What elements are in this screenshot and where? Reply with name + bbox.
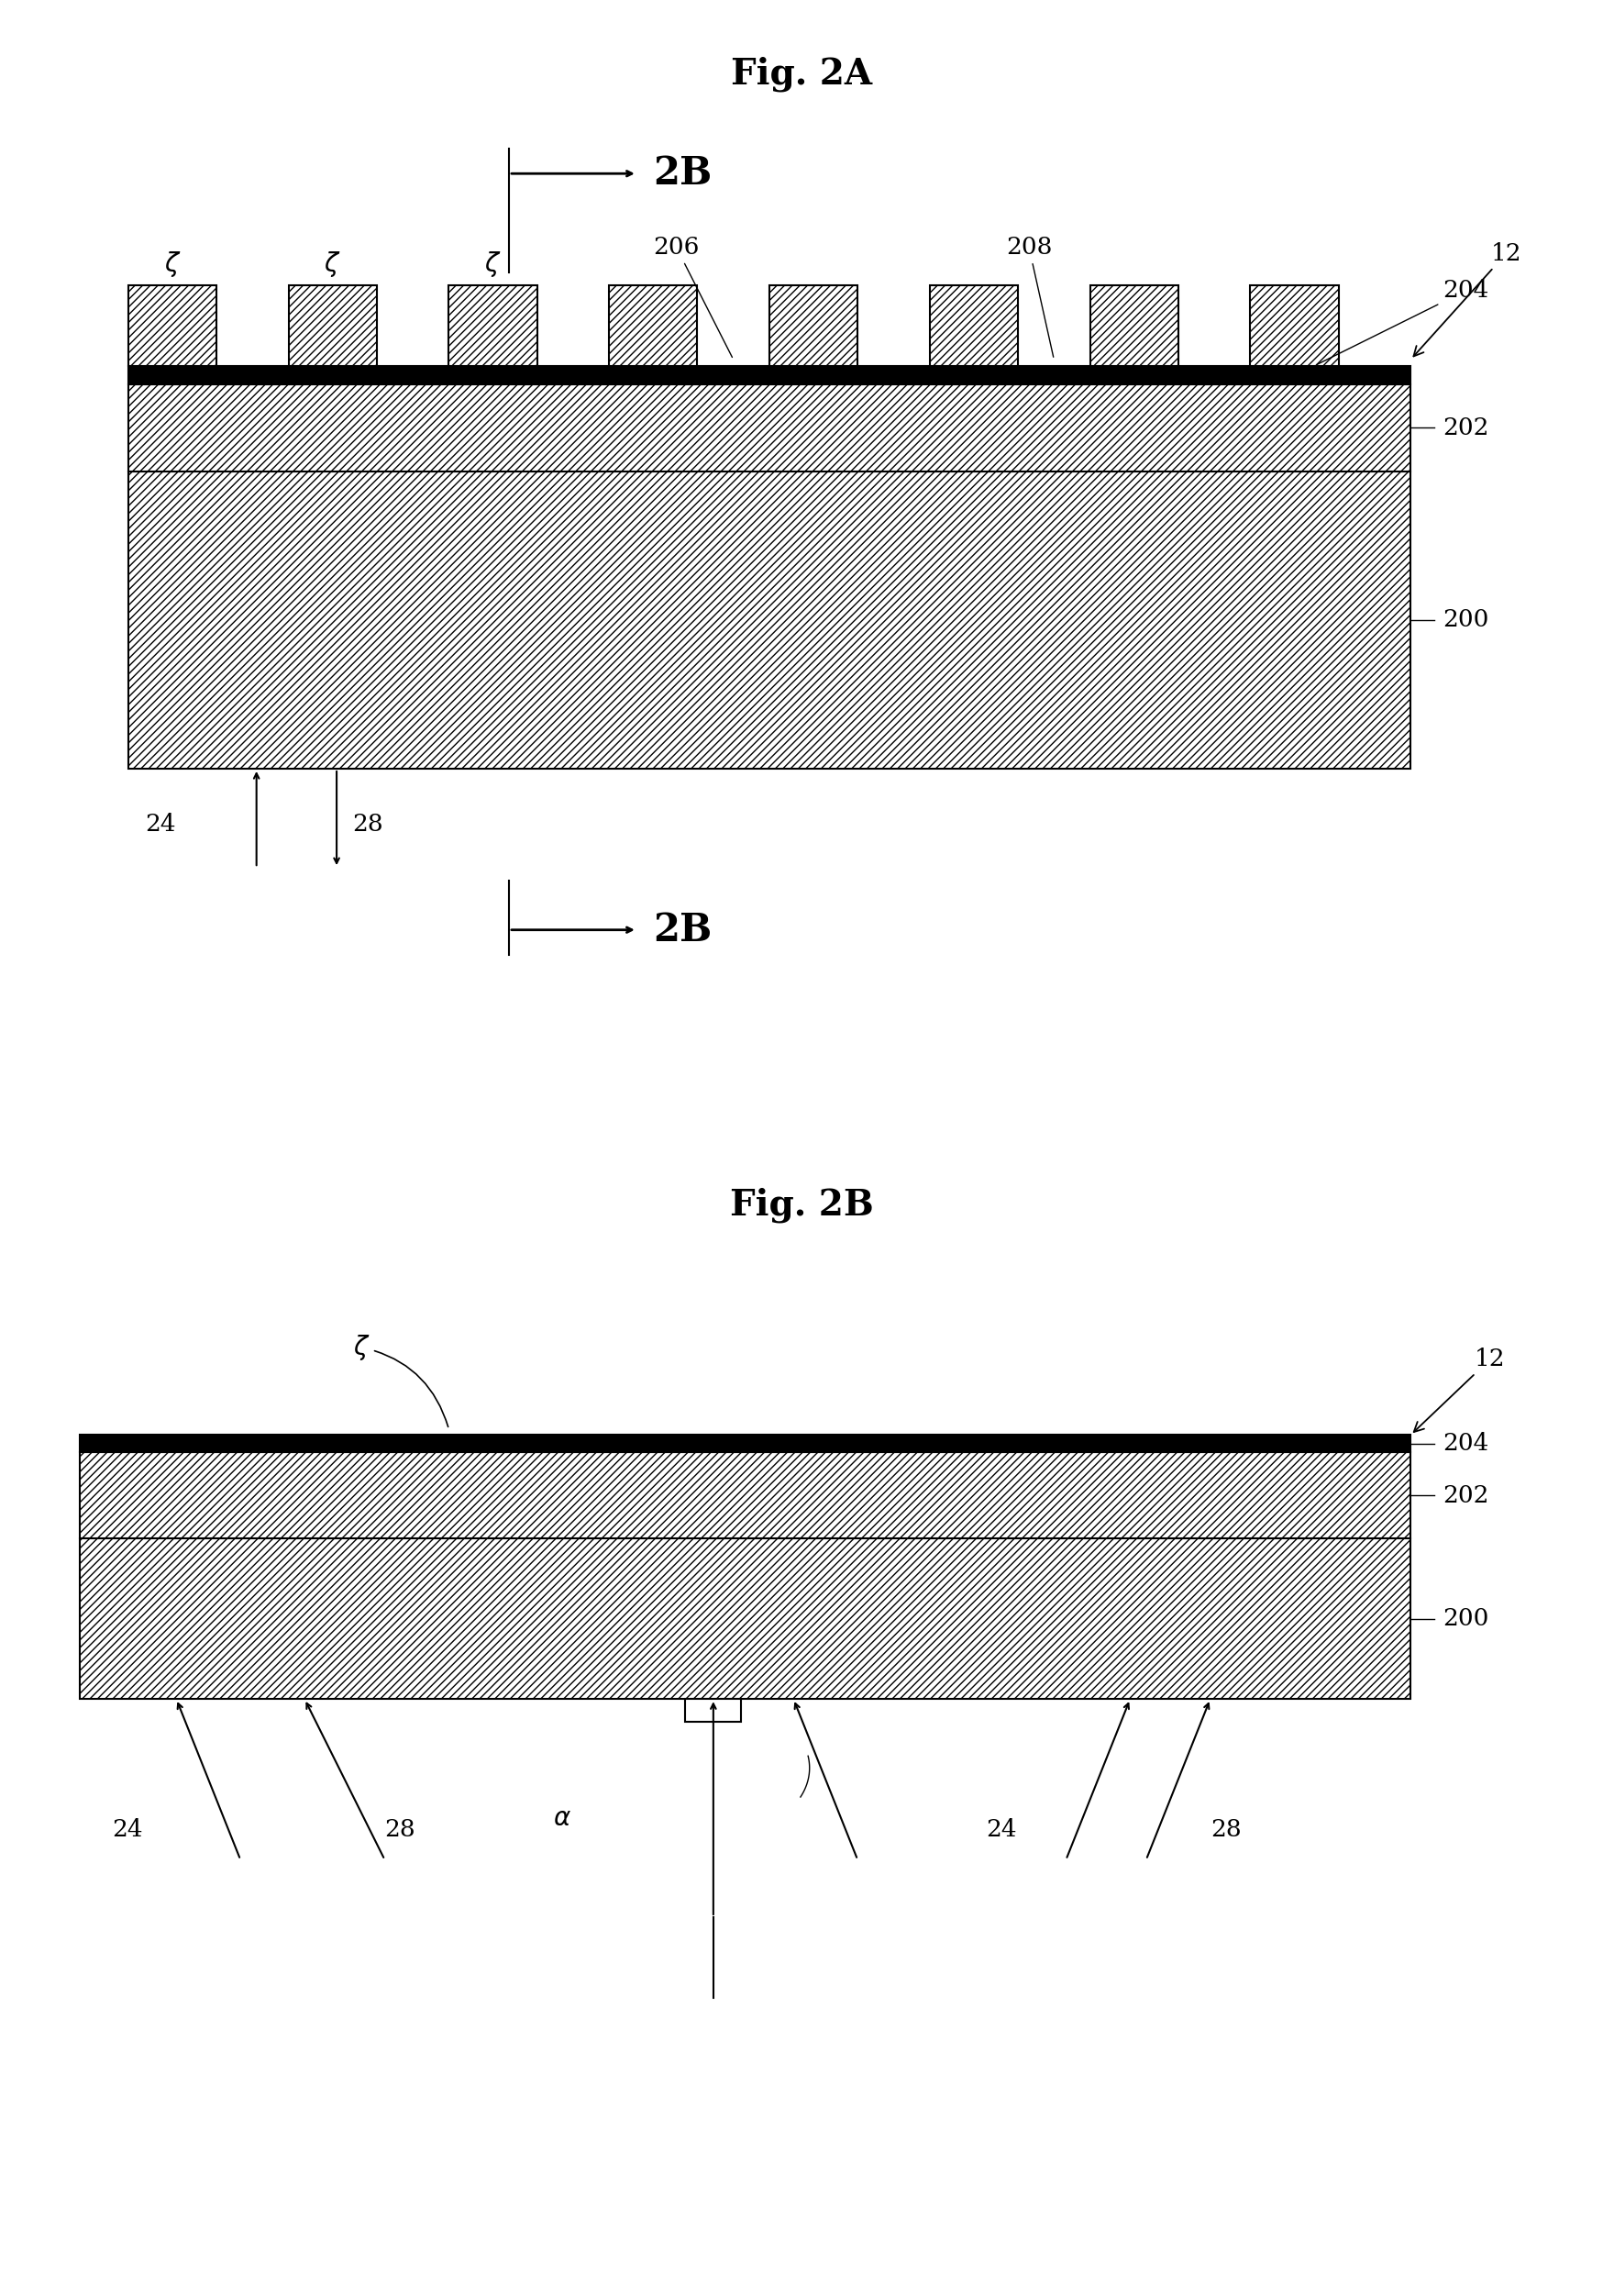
Text: 200: 200 bbox=[1443, 1607, 1489, 1630]
Text: 200: 200 bbox=[1443, 608, 1489, 631]
Text: 204: 204 bbox=[1443, 1433, 1489, 1456]
Bar bbox=[80, 1453, 1411, 1538]
Text: 204: 204 bbox=[1316, 280, 1489, 365]
Text: 28: 28 bbox=[385, 1818, 415, 1841]
Text: 206: 206 bbox=[654, 236, 733, 358]
Text: $\zeta$: $\zeta$ bbox=[353, 1332, 449, 1426]
Text: 2B: 2B bbox=[654, 154, 712, 193]
Text: 12: 12 bbox=[1414, 241, 1521, 356]
Text: 28: 28 bbox=[353, 813, 383, 836]
Text: $\zeta$: $\zeta$ bbox=[164, 250, 181, 278]
Bar bbox=[1250, 285, 1339, 365]
Text: $\zeta$: $\zeta$ bbox=[324, 250, 341, 278]
Bar bbox=[128, 383, 1411, 471]
Bar bbox=[449, 285, 537, 365]
Text: 202: 202 bbox=[1443, 1483, 1489, 1506]
Bar bbox=[128, 365, 1411, 383]
Bar bbox=[609, 285, 697, 365]
Text: 208: 208 bbox=[1007, 236, 1053, 358]
Text: 202: 202 bbox=[1443, 416, 1489, 439]
Text: 28: 28 bbox=[1210, 1818, 1241, 1841]
Bar bbox=[80, 1538, 1411, 1699]
Text: Fig. 2B: Fig. 2B bbox=[729, 1187, 874, 1224]
Bar bbox=[769, 285, 858, 365]
Text: 12: 12 bbox=[1414, 1348, 1505, 1433]
Text: 2B: 2B bbox=[654, 912, 712, 948]
Text: Fig. 2A: Fig. 2A bbox=[731, 57, 872, 92]
Bar bbox=[289, 285, 377, 365]
Bar bbox=[930, 285, 1018, 365]
Text: 24: 24 bbox=[112, 1818, 143, 1841]
Bar bbox=[128, 285, 216, 365]
Bar bbox=[686, 1699, 741, 1722]
Polygon shape bbox=[128, 471, 1411, 769]
Text: 24: 24 bbox=[146, 813, 176, 836]
Text: 24: 24 bbox=[986, 1818, 1016, 1841]
Text: $\alpha$: $\alpha$ bbox=[553, 1807, 571, 1830]
Bar bbox=[80, 1435, 1411, 1451]
Text: $\zeta$: $\zeta$ bbox=[484, 250, 502, 278]
Bar bbox=[1090, 285, 1178, 365]
